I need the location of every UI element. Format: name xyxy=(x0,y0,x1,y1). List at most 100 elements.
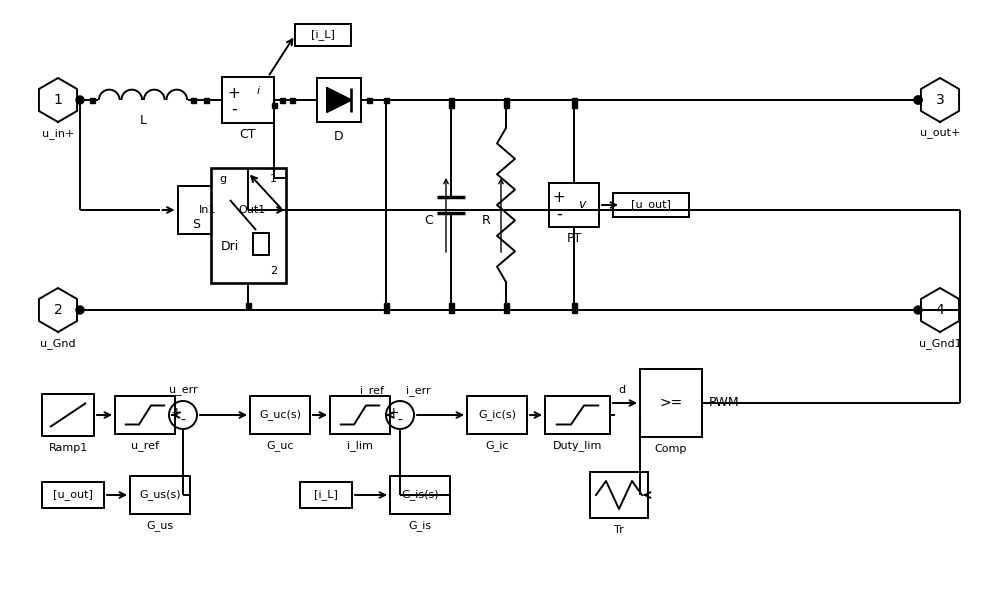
Circle shape xyxy=(914,96,922,104)
Bar xyxy=(280,97,285,102)
Polygon shape xyxy=(327,88,351,112)
Text: [i_L]: [i_L] xyxy=(314,490,338,501)
Text: G_ic(s): G_ic(s) xyxy=(478,410,516,420)
Text: u_Gnd1: u_Gnd1 xyxy=(919,338,961,349)
Text: -: - xyxy=(181,414,185,428)
Bar xyxy=(504,102,509,108)
Text: Tr: Tr xyxy=(614,525,624,535)
Text: i_lim: i_lim xyxy=(347,441,373,451)
Bar xyxy=(246,303,250,307)
Text: -: - xyxy=(398,414,402,428)
Text: R: R xyxy=(482,213,490,227)
Bar xyxy=(448,307,454,313)
Bar xyxy=(300,482,352,508)
Bar xyxy=(572,97,576,102)
Text: 4: 4 xyxy=(936,303,944,317)
Text: i: i xyxy=(256,86,260,96)
Bar xyxy=(210,167,286,282)
Bar xyxy=(545,396,610,434)
Bar xyxy=(590,472,648,518)
Text: +: + xyxy=(228,86,240,100)
Text: PWM: PWM xyxy=(709,396,739,410)
Circle shape xyxy=(914,306,922,314)
Text: d: d xyxy=(618,385,626,395)
Bar xyxy=(572,303,576,307)
Text: i_err: i_err xyxy=(406,386,430,396)
Text: G_is(s): G_is(s) xyxy=(401,490,439,501)
Text: In1: In1 xyxy=(199,205,217,215)
Text: Dri: Dri xyxy=(221,240,239,252)
Text: 1: 1 xyxy=(270,175,277,185)
Text: [i_L]: [i_L] xyxy=(311,29,335,41)
Bar xyxy=(448,303,454,307)
Text: Duty_lim: Duty_lim xyxy=(553,441,602,451)
Bar xyxy=(572,102,576,108)
Bar xyxy=(317,78,361,122)
Bar xyxy=(253,233,269,255)
Text: CT: CT xyxy=(240,129,256,142)
Bar xyxy=(366,97,372,102)
Text: +: + xyxy=(171,406,183,420)
Text: u_Gnd: u_Gnd xyxy=(40,338,76,349)
Bar xyxy=(448,97,454,102)
Bar xyxy=(115,396,175,434)
Text: S: S xyxy=(192,218,200,231)
Text: u_out+: u_out+ xyxy=(920,129,960,139)
Bar xyxy=(330,396,390,434)
Bar xyxy=(448,102,454,108)
Text: G_is: G_is xyxy=(408,520,432,532)
Bar xyxy=(190,97,196,102)
Text: G_uc: G_uc xyxy=(266,441,294,451)
Bar xyxy=(613,193,689,217)
Text: PT: PT xyxy=(566,233,582,246)
Text: G_us: G_us xyxy=(146,520,174,532)
Text: -: - xyxy=(231,100,237,118)
Text: Out1: Out1 xyxy=(238,205,266,215)
Bar xyxy=(384,303,388,307)
Bar xyxy=(272,102,276,108)
Text: 2: 2 xyxy=(54,303,62,317)
Circle shape xyxy=(76,96,84,104)
Text: [u_out]: [u_out] xyxy=(53,490,93,501)
Bar xyxy=(549,183,599,227)
Text: i_ref: i_ref xyxy=(360,386,384,396)
Bar xyxy=(90,97,94,102)
Text: C: C xyxy=(425,213,433,227)
Text: 1: 1 xyxy=(54,93,62,107)
Circle shape xyxy=(914,96,922,104)
Bar xyxy=(572,307,576,313)
Text: Comp: Comp xyxy=(655,444,687,454)
Text: D: D xyxy=(334,130,344,142)
Bar xyxy=(290,97,294,102)
Text: L: L xyxy=(140,114,146,127)
Text: -: - xyxy=(556,205,562,223)
Text: 3: 3 xyxy=(936,93,944,107)
Bar xyxy=(384,307,388,313)
Bar xyxy=(504,307,509,313)
Text: G_uc(s): G_uc(s) xyxy=(259,410,301,420)
Text: u_in+: u_in+ xyxy=(42,129,74,139)
Text: G_ic: G_ic xyxy=(485,441,509,451)
Bar xyxy=(295,24,351,46)
Text: v: v xyxy=(578,199,586,212)
Circle shape xyxy=(76,306,84,314)
Bar xyxy=(504,303,509,307)
Text: u_ref: u_ref xyxy=(131,441,159,451)
Text: +: + xyxy=(553,191,565,206)
Bar xyxy=(42,394,94,436)
Bar xyxy=(390,476,450,514)
Text: [u_out]: [u_out] xyxy=(631,200,671,210)
Bar xyxy=(222,77,274,123)
Bar xyxy=(504,97,509,102)
Text: u_err: u_err xyxy=(169,386,197,396)
Text: Ramp1: Ramp1 xyxy=(48,443,88,453)
Bar xyxy=(384,97,388,102)
Text: 2: 2 xyxy=(270,266,277,276)
Bar xyxy=(42,482,104,508)
Bar xyxy=(204,97,208,102)
Bar xyxy=(178,186,283,234)
Bar xyxy=(640,369,702,437)
Bar xyxy=(467,396,527,434)
Bar xyxy=(250,396,310,434)
Text: >=: >= xyxy=(659,396,683,410)
